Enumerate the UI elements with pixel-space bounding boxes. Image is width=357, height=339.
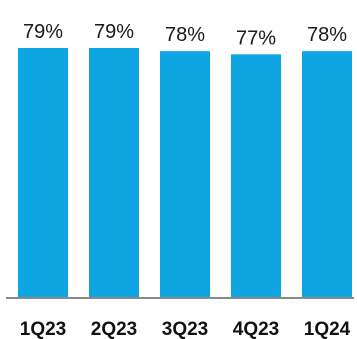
x-tick-label-1q24: 1Q24 (304, 319, 351, 339)
x-tick-label-2q23: 2Q23 (91, 319, 137, 339)
bar-4q23 (231, 54, 281, 298)
data-label-2q23: 79% (94, 21, 134, 43)
data-labels-group: 79% 79% 78% 77% 78% (23, 21, 347, 49)
bars-group (18, 48, 352, 299)
bar-3q23 (160, 51, 210, 299)
data-label-1q24: 78% (307, 24, 347, 46)
data-label-1q23: 79% (23, 21, 63, 43)
data-label-3q23: 78% (165, 24, 205, 46)
x-tick-label-4q23: 4Q23 (233, 319, 279, 339)
x-tick-label-3q23: 3Q23 (162, 319, 208, 339)
bar-1q24 (302, 51, 352, 299)
x-tick-labels-group: 1Q23 2Q23 3Q23 4Q23 1Q24 (20, 319, 351, 339)
bar-2q23 (89, 48, 139, 298)
data-label-4q23: 77% (236, 27, 276, 49)
x-tick-label-1q23: 1Q23 (20, 319, 66, 339)
bar-1q23 (18, 48, 68, 298)
